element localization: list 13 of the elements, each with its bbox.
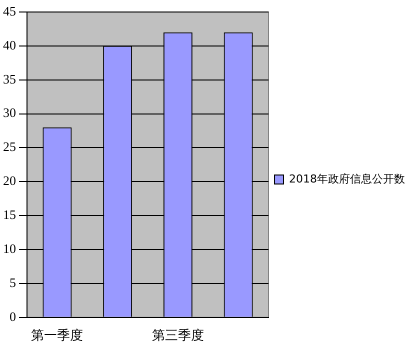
y-tick-label: 25 <box>3 139 16 154</box>
y-tick-label: 10 <box>3 240 16 256</box>
y-tick-label: 35 <box>3 71 16 86</box>
y-tick-label: 40 <box>3 37 16 52</box>
y-tick-label: 45 <box>3 3 16 18</box>
y-tick-label: 5 <box>10 274 16 290</box>
y-tick-label: 15 <box>3 207 16 222</box>
y-tick-label: 0 <box>10 308 16 324</box>
y-tick-label: 30 <box>3 105 16 120</box>
y-tick-label: 20 <box>3 173 16 188</box>
legend-label: 2018年政府信息公开数 <box>289 172 406 186</box>
x-tick-label: 第三季度 <box>152 328 204 344</box>
x-tick-label: 第一季度 <box>31 328 84 344</box>
